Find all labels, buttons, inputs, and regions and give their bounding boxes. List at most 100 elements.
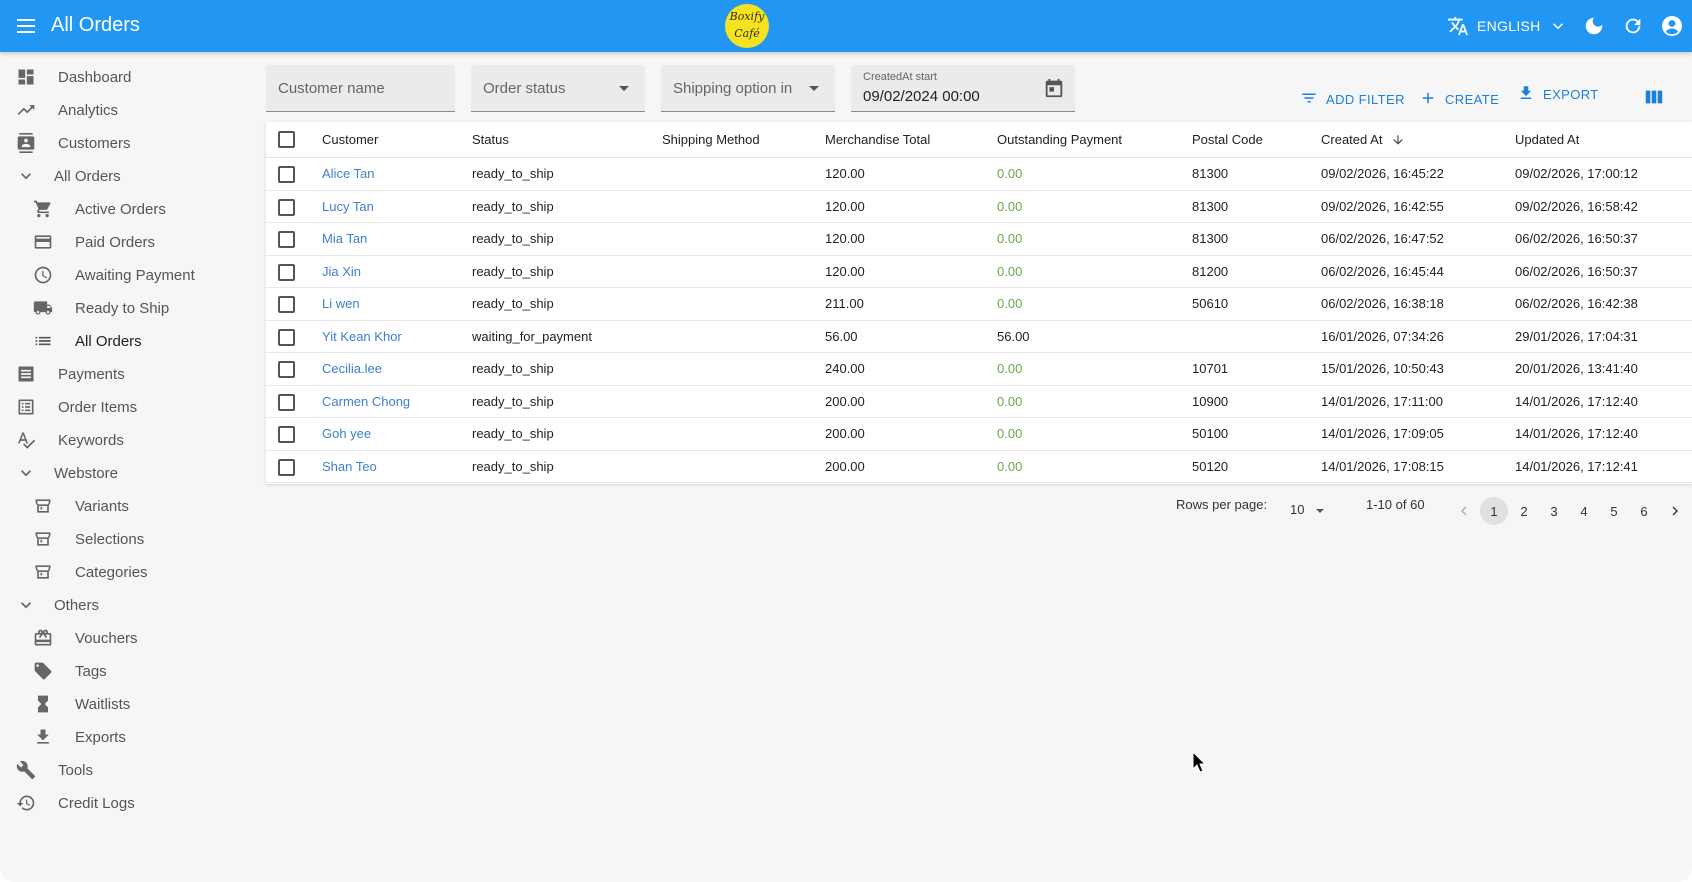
- dark-mode-icon[interactable]: [1581, 13, 1607, 39]
- sidebar-item-tags[interactable]: Tags: [0, 654, 256, 688]
- page-button[interactable]: 4: [1580, 503, 1588, 519]
- sidebar-item-waitlists[interactable]: Waitlists: [0, 687, 256, 721]
- sidebar-item-all-orders[interactable]: All Orders: [0, 159, 256, 193]
- export-button[interactable]: EXPORT: [1517, 79, 1599, 109]
- table-row[interactable]: Lucy Tan ready_to_ship 120.00 0.00 81300 09/0…: [266, 191, 1692, 223]
- create-button[interactable]: CREATE: [1419, 84, 1499, 114]
- cell-updated-at: 14/01/2026, 17:12:40: [1515, 393, 1638, 409]
- page-button[interactable]: 5: [1610, 503, 1618, 519]
- refresh-icon[interactable]: [1620, 13, 1646, 39]
- sidebar-item-webstore[interactable]: Webstore: [0, 456, 256, 490]
- sidebar-item-order-items[interactable]: Order Items: [0, 390, 256, 424]
- sidebar-item-tools[interactable]: Tools: [0, 753, 256, 787]
- cell-customer[interactable]: Goh yee: [322, 426, 372, 441]
- cell-postal-code: 81300: [1192, 166, 1229, 181]
- page-button[interactable]: 3: [1550, 503, 1558, 519]
- cell-customer[interactable]: Cecilia.lee: [322, 361, 382, 376]
- column-header-created-at[interactable]: Created At: [1321, 132, 1383, 147]
- row-checkbox[interactable]: [278, 361, 295, 378]
- sidebar-item-selections[interactable]: Selections: [0, 522, 256, 556]
- menu-icon[interactable]: [14, 14, 38, 38]
- column-header-status[interactable]: Status: [472, 132, 509, 147]
- sidebar-item-ready-to-ship[interactable]: Ready to Ship: [0, 291, 256, 325]
- select-all-checkbox[interactable]: [278, 131, 295, 148]
- cell-customer[interactable]: Carmen Chong: [322, 393, 411, 409]
- language-selector[interactable]: ENGLISH: [1447, 12, 1567, 40]
- account-icon[interactable]: [1659, 13, 1685, 39]
- sidebar-item-payments[interactable]: Payments: [0, 357, 256, 391]
- sidebar-item-others[interactable]: Others: [0, 588, 256, 622]
- table-row[interactable]: Mia Tan ready_to_ship 120.00 0.00 81300 06/02…: [266, 223, 1692, 256]
- cell-created-at: 15/01/2026, 10:50:43: [1321, 361, 1444, 376]
- cell-postal-code: 81200: [1192, 263, 1229, 279]
- sidebar-item-analytics[interactable]: Analytics: [0, 93, 256, 127]
- table-row[interactable]: Goh yee ready_to_ship 200.00 0.00 50100 14/01…: [266, 418, 1692, 451]
- list-alt-icon: [15, 396, 37, 418]
- cell-outstanding-payment: 0.00: [997, 393, 1023, 409]
- customer-name-filter[interactable]: Customer name: [266, 65, 455, 112]
- row-checkbox[interactable]: [278, 231, 295, 248]
- page-button[interactable]: 2: [1520, 503, 1528, 519]
- sidebar-item-dashboard[interactable]: Dashboard: [0, 60, 256, 94]
- column-header-outstanding-payment[interactable]: Outstanding Payment: [997, 132, 1123, 147]
- table-row[interactable]: Alice Tan ready_to_ship 120.00 0.00 81300 09/…: [266, 158, 1692, 191]
- column-header-updated-at[interactable]: Updated At: [1515, 132, 1580, 147]
- sidebar-item-credit-logs[interactable]: Credit Logs: [0, 786, 256, 820]
- sidebar-item-exports[interactable]: Exports: [0, 720, 256, 754]
- column-header-customer[interactable]: Customer: [322, 132, 379, 147]
- cell-customer[interactable]: Alice Tan: [322, 166, 375, 181]
- table-row[interactable]: Carmen Chong ready_to_ship 200.00 0.00 10900…: [266, 386, 1692, 418]
- sort-descending-icon[interactable]: [1391, 133, 1405, 152]
- sidebar-item-vouchers[interactable]: Vouchers: [0, 621, 256, 655]
- row-checkbox[interactable]: [278, 166, 295, 183]
- columns-icon[interactable]: [1643, 86, 1665, 108]
- sidebar-item-categories[interactable]: Categories: [0, 555, 256, 589]
- sidebar-item-awaiting-payment[interactable]: Awaiting Payment: [0, 258, 256, 292]
- shipping-option-filter[interactable]: Shipping option in: [661, 65, 835, 112]
- created-at-filter[interactable]: CreatedAt start 09/02/2024 00:00: [851, 65, 1075, 112]
- column-header-shipping-method[interactable]: Shipping Method: [662, 132, 760, 147]
- row-checkbox[interactable]: [278, 263, 295, 281]
- sidebar-item-variants[interactable]: Variants: [0, 489, 256, 523]
- sidebar-item-label: Categories: [75, 563, 148, 581]
- cell-outstanding-payment: 0.00: [997, 426, 1023, 441]
- order-status-filter[interactable]: Order status: [471, 65, 645, 112]
- next-page-icon[interactable]: [1663, 497, 1687, 525]
- cell-customer[interactable]: Yit Kean Khor: [322, 328, 402, 344]
- sidebar-item-active-orders[interactable]: Active Orders: [0, 192, 256, 226]
- column-header-postal-code[interactable]: Postal Code: [1192, 132, 1263, 147]
- add-filter-button[interactable]: ADD FILTER: [1300, 84, 1405, 114]
- cell-customer[interactable]: Mia Tan: [322, 231, 368, 246]
- rows-per-page-select[interactable]: 10: [1290, 500, 1330, 522]
- page-button[interactable]: 1: [1480, 497, 1508, 525]
- table-row[interactable]: Cecilia.lee ready_to_ship 240.00 0.00 10701 1…: [266, 353, 1692, 386]
- cell-created-at: 06/02/2026, 16:47:52: [1321, 231, 1444, 246]
- row-checkbox[interactable]: [278, 296, 295, 313]
- sidebar-item-keywords[interactable]: Keywords: [0, 423, 256, 457]
- orders-table: Customer Status Shipping Method Merchandise…: [266, 122, 1692, 484]
- wrench-icon: [15, 759, 37, 781]
- row-checkbox[interactable]: [278, 393, 295, 411]
- row-checkbox[interactable]: [278, 198, 295, 216]
- tag-icon: [32, 660, 54, 682]
- row-checkbox[interactable]: [278, 426, 295, 443]
- cell-customer[interactable]: Lucy Tan: [322, 198, 374, 214]
- sidebar-item-label: Variants: [75, 497, 129, 515]
- cell-customer[interactable]: Shan Teo: [322, 458, 377, 474]
- row-checkbox[interactable]: [278, 328, 295, 346]
- cell-customer[interactable]: Li wen: [322, 296, 360, 311]
- column-header-merchandise-total[interactable]: Merchandise Total: [825, 132, 931, 147]
- table-row[interactable]: Yit Kean Khor waiting_for_payment 56.00 56.…: [266, 321, 1692, 353]
- cell-customer[interactable]: Jia Xin: [322, 263, 362, 279]
- page-button[interactable]: 6: [1640, 503, 1648, 519]
- calendar-icon[interactable]: [1043, 77, 1065, 104]
- sidebar-item-paid-orders[interactable]: Paid Orders: [0, 225, 256, 259]
- table-row[interactable]: Jia Xin ready_to_ship 120.00 0.00 81200 06/02…: [266, 256, 1692, 288]
- row-checkbox[interactable]: [278, 458, 295, 476]
- table-row[interactable]: Shan Teo ready_to_ship 200.00 0.00 50120 14/0…: [266, 451, 1692, 483]
- sidebar-item-customers[interactable]: Customers: [0, 126, 256, 160]
- cell-merchandise-total: 120.00: [825, 198, 865, 214]
- previous-page-icon[interactable]: [1452, 497, 1476, 525]
- table-row[interactable]: Li wen ready_to_ship 211.00 0.00 50610 06/02/…: [266, 288, 1692, 321]
- sidebar-item-all-orders[interactable]: All Orders: [0, 324, 256, 358]
